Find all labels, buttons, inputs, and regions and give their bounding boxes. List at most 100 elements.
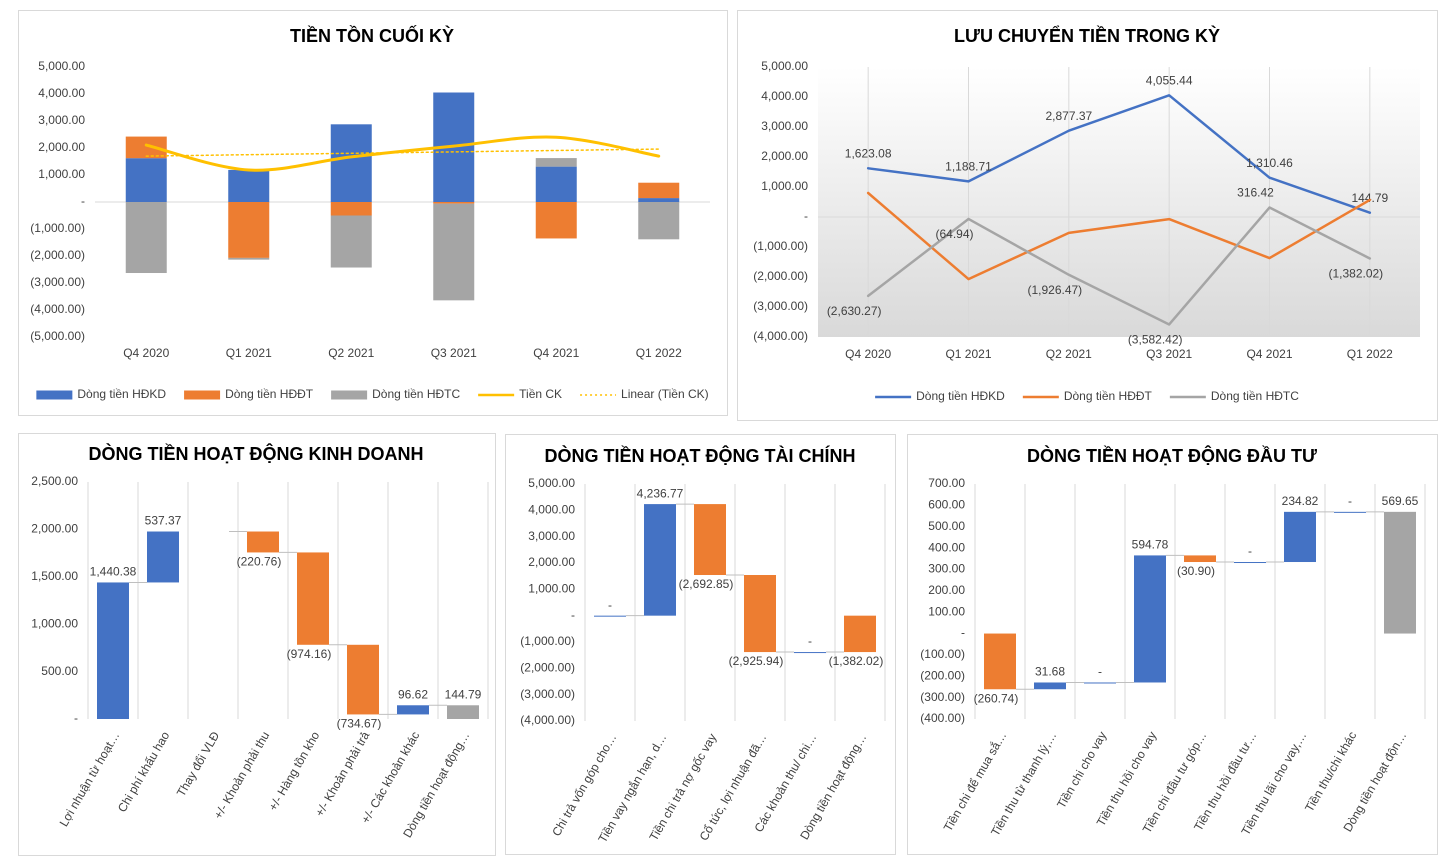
data-label: - <box>1348 494 1352 508</box>
x-tick-label: Q2 2021 <box>1046 347 1092 361</box>
y-tick-label: 400.00 <box>928 540 965 554</box>
data-label: 1,188.71 <box>945 160 992 174</box>
bar <box>535 202 577 239</box>
bar <box>594 615 626 617</box>
y-tick-label: (4,000.00) <box>753 329 808 343</box>
data-label: 1,310.46 <box>1246 156 1293 170</box>
data-label: (260.74) <box>974 691 1019 705</box>
bar <box>1384 511 1416 634</box>
y-tick-label: 1,000.00 <box>31 616 78 630</box>
bar <box>984 633 1016 690</box>
y-tick-label: 4,000.00 <box>761 89 808 103</box>
bar <box>1134 555 1166 683</box>
bar <box>535 158 577 167</box>
y-tick-label: - <box>961 626 965 640</box>
chart-title: DÒNG TIỀN HOẠT ĐỘNG TÀI CHÍNH <box>545 445 856 466</box>
data-label: (1,382.02) <box>829 654 884 668</box>
chart-title: DÒNG TIỀN HOẠT ĐỘNG ĐẦU TƯ <box>1027 445 1317 466</box>
data-label: - <box>1098 665 1102 679</box>
bar <box>1234 562 1266 564</box>
data-label: 234.82 <box>1282 494 1319 508</box>
bar <box>433 203 475 301</box>
bar <box>433 202 475 204</box>
y-tick-label: 2,000.00 <box>38 140 85 154</box>
y-tick-label: (2,000.00) <box>520 661 575 675</box>
y-tick-label: (1,000.00) <box>753 239 808 253</box>
bar <box>247 531 279 553</box>
line <box>866 206 1372 326</box>
y-tick-label: 1,000.00 <box>38 167 85 181</box>
y-tick-label: 500.00 <box>928 519 965 533</box>
y-tick-label: 4,000.00 <box>38 86 85 100</box>
legend-label: Tiền CK <box>519 387 562 401</box>
y-tick-label: 500.00 <box>41 664 78 678</box>
y-tick-label: (3,000.00) <box>30 275 85 289</box>
legend-swatch <box>331 390 368 400</box>
plot-background <box>818 67 1420 337</box>
data-label: (734.67) <box>337 717 382 731</box>
bar <box>1034 682 1066 690</box>
legend-label: Dòng tiền HĐTC <box>372 387 460 401</box>
y-tick-label: 5,000.00 <box>38 59 85 73</box>
bar <box>638 198 680 202</box>
bar <box>535 166 577 202</box>
x-tick-label: Q1 2022 <box>1347 347 1393 361</box>
legend-label: Dòng tiền HĐĐT <box>1064 389 1153 403</box>
y-tick-label: (4,000.00) <box>520 713 575 727</box>
y-tick-label: 2,000.00 <box>31 522 78 536</box>
data-label: - <box>808 634 812 648</box>
bar <box>1084 682 1116 684</box>
data-label: (3,582.42) <box>1128 333 1183 347</box>
bar <box>125 136 167 159</box>
data-label: (2,630.27) <box>827 304 882 318</box>
data-label: 4,055.44 <box>1146 74 1193 88</box>
line <box>866 94 1372 214</box>
bar <box>347 644 379 715</box>
data-label: (220.76) <box>237 555 282 569</box>
data-label: (2,925.94) <box>729 654 784 668</box>
data-label: 31.68 <box>1035 665 1065 679</box>
legend-label: Linear (Tiền CK) <box>621 387 709 401</box>
data-label: 537.37 <box>145 514 182 528</box>
legend-label: Dòng tiền HĐĐT <box>225 387 314 401</box>
data-label: (1,382.02) <box>1328 267 1383 281</box>
data-label: 96.62 <box>398 687 428 701</box>
data-label: 1,623.08 <box>845 146 892 160</box>
data-label: 144.79 <box>445 687 482 701</box>
x-tick-label: Q4 2020 <box>123 346 169 360</box>
bar <box>794 652 826 654</box>
data-label: 316.42 <box>1237 186 1274 200</box>
data-label: (2,692.85) <box>679 577 734 591</box>
bar <box>330 215 372 268</box>
x-tick-label: Q3 2021 <box>431 346 477 360</box>
data-label: 569.65 <box>1382 494 1419 508</box>
y-tick-label: 5,000.00 <box>528 476 575 490</box>
bar <box>638 182 680 199</box>
bar <box>1284 511 1316 563</box>
bar <box>125 158 167 202</box>
y-tick-label: (3,000.00) <box>753 299 808 313</box>
data-label: 144.79 <box>1351 191 1388 205</box>
bar <box>1334 511 1366 513</box>
bar <box>330 202 372 216</box>
y-tick-label: (1,000.00) <box>520 634 575 648</box>
y-tick-label: 600.00 <box>928 498 965 512</box>
x-tick-label: Q1 2021 <box>226 346 272 360</box>
bar <box>638 202 680 240</box>
y-tick-label: - <box>804 209 808 223</box>
data-label: (30.90) <box>1177 564 1215 578</box>
data-label: (974.16) <box>287 647 332 661</box>
bar <box>844 615 876 653</box>
x-tick-label: Q1 2021 <box>945 347 991 361</box>
bar <box>228 257 270 260</box>
x-tick-label: Q2 2021 <box>328 346 374 360</box>
data-label: 2,877.37 <box>1045 109 1092 123</box>
bar <box>125 202 167 274</box>
legend-swatch <box>36 390 73 400</box>
y-tick-label: (200.00) <box>920 668 965 682</box>
line <box>145 148 660 157</box>
chart-title: LƯU CHUYỂN TIỀN TRONG KỲ <box>954 25 1220 46</box>
line <box>144 135 661 172</box>
bar <box>694 504 726 576</box>
data-label: 4,236.77 <box>637 486 684 500</box>
